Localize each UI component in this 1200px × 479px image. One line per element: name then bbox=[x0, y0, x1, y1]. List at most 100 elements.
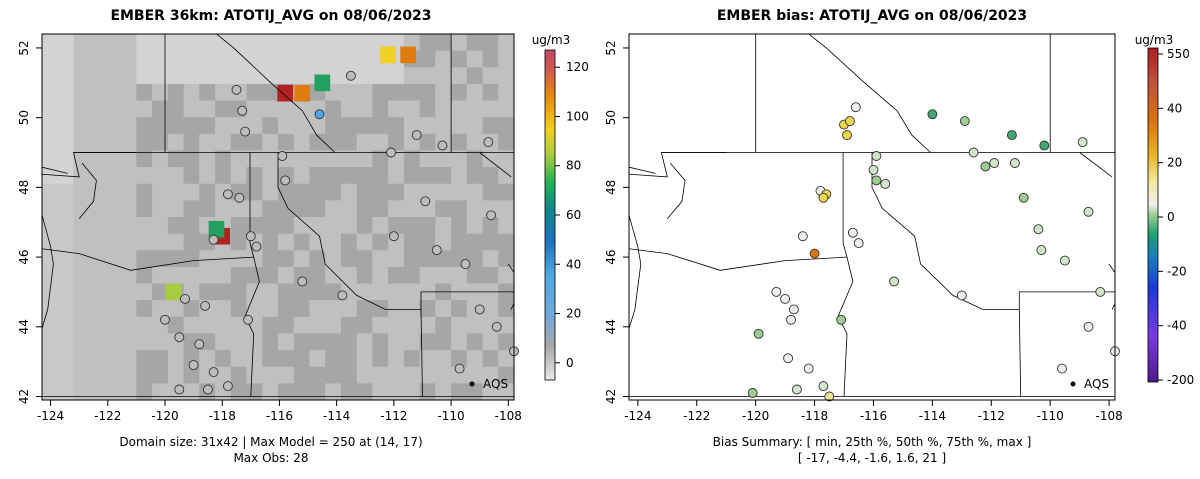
left-grid-cell bbox=[293, 366, 310, 384]
right-observation-point bbox=[850, 102, 861, 113]
left-grid-cell bbox=[89, 183, 106, 201]
right-observation-point bbox=[791, 384, 802, 395]
left-grid-cell bbox=[199, 200, 216, 218]
left-grid-cell bbox=[466, 50, 484, 68]
left-grid-cell bbox=[89, 366, 106, 384]
left-grid-cell bbox=[435, 217, 452, 235]
left-grid-cell bbox=[356, 50, 373, 68]
r-x-tick-label: -118 bbox=[801, 409, 828, 423]
left-grid-cell bbox=[372, 233, 389, 251]
l-x-tick-label: -118 bbox=[209, 409, 236, 423]
left-grid-cell bbox=[230, 300, 248, 318]
left-grid-cell bbox=[451, 333, 468, 351]
left-grid-cell bbox=[42, 100, 59, 118]
left-grid-cell bbox=[183, 67, 200, 85]
left-grid-cell bbox=[293, 167, 310, 185]
left-grid-cell bbox=[451, 266, 468, 285]
right-observation-point bbox=[871, 151, 882, 161]
left-grid-cell bbox=[403, 183, 421, 201]
left-grid-cell bbox=[167, 50, 185, 68]
left-grid-cell bbox=[152, 250, 169, 268]
left-grid-cell bbox=[246, 366, 263, 384]
left-grid-cell bbox=[73, 67, 90, 85]
left-grid-cell bbox=[262, 100, 279, 118]
left-grid-cell bbox=[435, 266, 452, 285]
right-observation-point bbox=[788, 304, 799, 315]
right-colorbar-ticks: 550 40 20 0 -20 -40 -200 bbox=[1158, 47, 1194, 387]
left-grid-cell bbox=[246, 383, 263, 401]
left-grid-cell bbox=[325, 233, 342, 251]
left-grid-cell bbox=[388, 350, 405, 368]
left-grid-cell bbox=[136, 50, 153, 68]
left-grid-cell bbox=[482, 83, 499, 102]
right-observation-point bbox=[959, 116, 970, 127]
left-grid-cell bbox=[466, 266, 484, 285]
left-grid-cell bbox=[309, 350, 326, 368]
left-grid-cell bbox=[199, 266, 216, 285]
left-grid-cell bbox=[120, 183, 137, 201]
left-grid-cell bbox=[120, 200, 137, 218]
left-grid-cell bbox=[372, 200, 389, 218]
left-grid-cell bbox=[372, 283, 389, 301]
left-grid-cell bbox=[498, 150, 515, 168]
left-grid-cell bbox=[42, 300, 59, 318]
r-x-tick-label: -110 bbox=[1037, 409, 1064, 423]
left-grid-cell bbox=[278, 67, 295, 85]
left-grid-cell bbox=[136, 67, 153, 85]
left-grid-cell bbox=[388, 266, 405, 285]
left-grid-cell bbox=[57, 34, 74, 52]
left-grid-cell bbox=[89, 167, 106, 185]
left-grid-cell bbox=[136, 366, 153, 384]
left-grid-cell bbox=[372, 117, 389, 135]
left-grid-cell bbox=[466, 67, 484, 85]
left-grid-cell bbox=[199, 183, 216, 201]
left-grid-cell bbox=[451, 34, 468, 52]
left-grid-cell bbox=[152, 350, 169, 368]
left-boundary-line bbox=[78, 162, 97, 219]
left-grid-cell bbox=[89, 233, 106, 251]
left-grid-cell bbox=[482, 350, 499, 368]
left-grid-cell bbox=[215, 50, 232, 68]
left-grid-cell bbox=[466, 200, 484, 218]
left-grid-cell bbox=[230, 200, 248, 218]
r-y-tick-label: 48 bbox=[604, 180, 618, 195]
left-grid-cell bbox=[215, 133, 232, 151]
left-grid-cell bbox=[183, 316, 200, 334]
left-grid-cell bbox=[419, 50, 436, 68]
left-observation-point bbox=[174, 332, 185, 343]
left-grid-cell bbox=[215, 117, 232, 135]
left-grid-cell bbox=[482, 150, 499, 168]
left-grid-cell bbox=[403, 333, 421, 351]
left-grid-cell bbox=[120, 217, 137, 235]
left-grid-cell bbox=[498, 83, 515, 102]
left-grid-cell bbox=[325, 266, 342, 285]
left-grid-cell bbox=[89, 217, 106, 235]
left-grid-cell bbox=[183, 34, 200, 52]
right-observation-point bbox=[927, 109, 938, 120]
left-boundary-line bbox=[420, 309, 423, 397]
left-grid-cell bbox=[57, 316, 74, 334]
left-grid-cell bbox=[246, 100, 263, 118]
left-observation-point bbox=[188, 360, 199, 371]
left-grid-cell bbox=[262, 300, 279, 318]
left-grid-cell bbox=[419, 34, 436, 52]
left-grid-cell bbox=[356, 233, 373, 251]
left-grid-cell bbox=[230, 366, 248, 384]
left-grid-cell bbox=[498, 250, 515, 268]
left-grid-cell bbox=[152, 266, 169, 285]
r-y-tick-label: 46 bbox=[604, 249, 618, 264]
left-grid-cell bbox=[136, 383, 153, 401]
left-grid-cell bbox=[340, 167, 358, 185]
left-grid-cell bbox=[293, 283, 310, 301]
left-observation-point bbox=[194, 339, 205, 350]
left-grid-cell bbox=[167, 300, 185, 318]
left-grid-cell bbox=[120, 366, 137, 384]
left-hot-cell bbox=[314, 74, 331, 92]
left-grid-cell bbox=[340, 133, 358, 151]
left-grid-cell bbox=[246, 350, 263, 368]
left-grid-cell bbox=[57, 350, 74, 368]
left-grid-cell bbox=[293, 300, 310, 318]
left-chart-title: EMBER 36km: ATOTIJ_AVG on 08/06/2023 bbox=[110, 8, 431, 24]
left-grid-cell bbox=[293, 34, 310, 52]
right-observation-point bbox=[853, 238, 864, 249]
